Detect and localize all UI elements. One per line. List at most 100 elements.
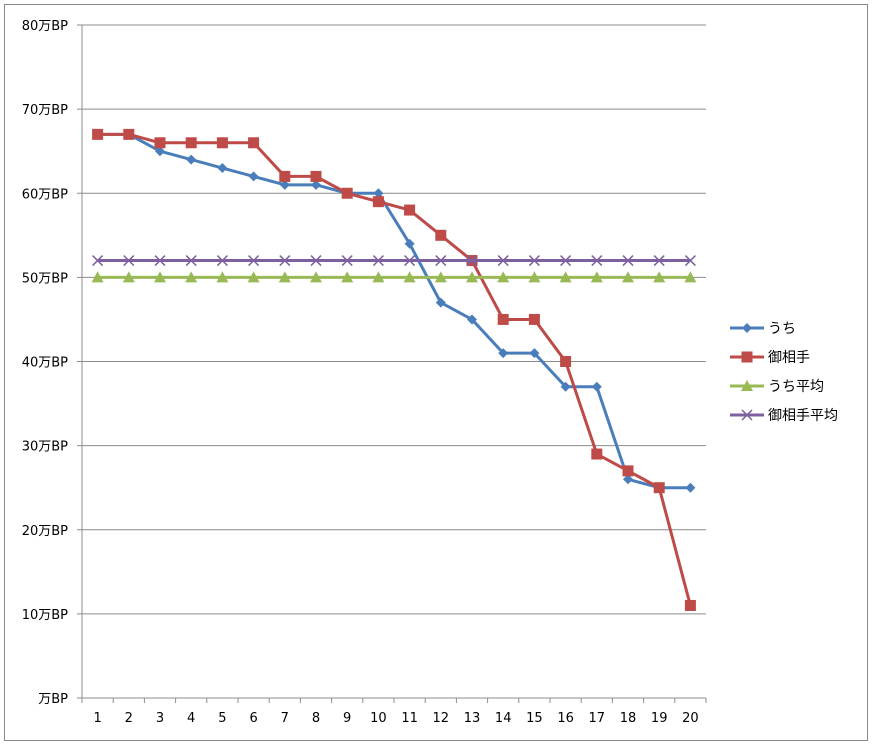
x-tick-label: 17 (589, 711, 606, 726)
data-point (216, 137, 228, 149)
y-tick-label: 万BP (38, 692, 68, 707)
data-point (653, 271, 666, 283)
y-tick-label: 10万BP (22, 608, 68, 623)
data-point (623, 474, 633, 485)
data-point (467, 314, 477, 325)
data-point (684, 599, 696, 611)
data-point (591, 255, 603, 267)
data-point (123, 255, 135, 267)
data-point (560, 356, 572, 367)
data-point (497, 271, 510, 283)
y-tick-label: 20万BP (22, 524, 68, 539)
y-tick-label: 50万BP (22, 271, 68, 286)
data-point (528, 255, 540, 267)
data-point (278, 271, 291, 283)
data-point (372, 255, 384, 267)
data-point (498, 348, 509, 359)
x-tick-label: 6 (249, 711, 257, 726)
x-tick-label: 19 (651, 711, 668, 726)
data-point (591, 448, 603, 460)
x-tick-label: 20 (682, 711, 699, 726)
data-point (216, 271, 229, 283)
y-tick-label: 70万BP (22, 103, 68, 118)
x-tick-label: 15 (526, 711, 543, 726)
data-point (310, 255, 322, 267)
data-point (435, 297, 446, 308)
data-point (154, 137, 166, 149)
y-tick-label: 80万BP (22, 19, 68, 34)
legend-label: うち平均 (768, 379, 824, 395)
data-point (372, 271, 385, 283)
x-tick-label: 10 (370, 711, 387, 726)
x-tick-label: 1 (93, 711, 101, 726)
x-tick-label: 18 (620, 711, 637, 726)
x-tick-label: 2 (125, 711, 133, 726)
legend-marker (742, 323, 752, 333)
series-0 (92, 129, 696, 493)
data-point (622, 271, 634, 283)
data-point (216, 255, 228, 267)
data-point (684, 255, 696, 267)
data-point (154, 271, 166, 283)
data-point (404, 204, 416, 216)
series-line (97, 132, 692, 606)
y-tick-label: 60万BP (22, 187, 68, 202)
data-point (92, 128, 104, 140)
data-point (560, 381, 571, 392)
x-tick-label: 12 (433, 711, 450, 726)
x-tick-label: 8 (312, 711, 320, 726)
x-tick-label: 16 (557, 711, 574, 726)
series-1 (92, 128, 696, 611)
legend-label: 御相手 (768, 350, 810, 366)
data-point (560, 255, 572, 267)
data-point (279, 255, 291, 267)
data-point (372, 196, 384, 208)
x-tick-label: 7 (281, 711, 289, 726)
data-point (311, 179, 321, 190)
data-point (497, 313, 509, 325)
data-point (404, 255, 416, 267)
data-point (622, 465, 634, 477)
x-tick-label: 4 (187, 711, 195, 726)
data-point (590, 271, 603, 283)
data-point (185, 271, 198, 283)
data-point (341, 271, 354, 283)
data-point (435, 255, 447, 267)
data-point (154, 255, 166, 267)
y-tick-label: 40万BP (22, 356, 68, 371)
legend-label: うち (768, 321, 796, 337)
legend-entry: 御相手平均 (730, 408, 838, 424)
data-point (653, 255, 665, 267)
data-point (341, 255, 353, 267)
data-point (92, 255, 104, 267)
legend-marker (741, 380, 753, 391)
legend-entry: 御相手 (730, 350, 810, 366)
data-point (279, 170, 291, 182)
legend-label: 御相手平均 (768, 408, 838, 424)
data-point (248, 255, 260, 267)
data-point (685, 482, 696, 493)
series-line (97, 132, 691, 490)
y-tick-label: 30万BP (22, 440, 68, 455)
gridlines (82, 24, 706, 615)
legend-entry: うち平均 (730, 379, 824, 395)
x-tick-label: 9 (343, 711, 351, 726)
data-point (466, 271, 478, 283)
data-point (622, 255, 634, 267)
data-point (310, 170, 322, 182)
data-point (185, 137, 197, 149)
series-2 (91, 271, 697, 283)
legend-marker (741, 409, 753, 421)
data-point (91, 271, 104, 283)
data-point (217, 163, 228, 174)
x-tick-label: 5 (218, 711, 226, 726)
series-3 (92, 255, 696, 267)
series (91, 128, 697, 611)
data-point (185, 255, 197, 267)
data-point (404, 238, 415, 249)
data-point (591, 381, 602, 392)
data-point (528, 271, 541, 283)
data-point (529, 348, 540, 359)
data-point (435, 229, 447, 241)
